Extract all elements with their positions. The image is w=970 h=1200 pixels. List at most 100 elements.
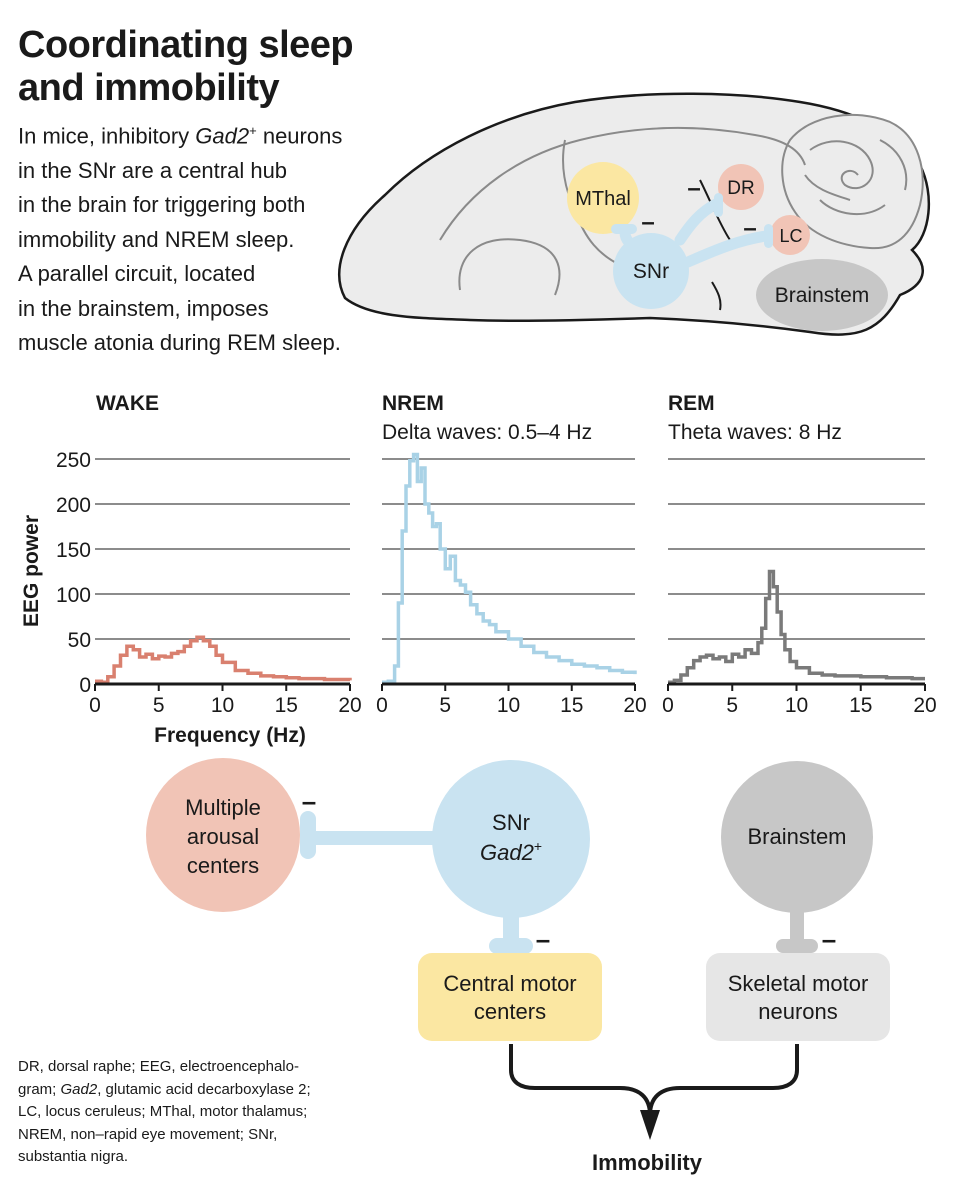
central-motor-centers-box: [418, 953, 602, 1041]
nrem-xtick-label: 5: [439, 694, 451, 717]
immobility-arrow-path: [509, 1044, 799, 1116]
rem-series-line: [668, 569, 925, 684]
circuit-diagram: Multiple arousal centers – SNr Gad2+ Bra…: [146, 758, 890, 1175]
rem-xtick-label: 0: [662, 694, 674, 717]
brain-illustration: Brainstem MThal DR LC SNr – – –: [338, 92, 931, 336]
wake-ytick-label: 200: [56, 494, 91, 517]
skeletal-terminal: [776, 939, 818, 953]
intro-text: In mice, inhibitory Gad2+ neurons in the…: [18, 114, 378, 361]
mthal-terminal: [611, 224, 637, 234]
rem-xtick-label: 15: [849, 694, 872, 717]
cortex-boundary-outer: [439, 127, 806, 241]
central-motor-label-2: centers: [474, 999, 546, 1024]
skeletal-inhibition-sign: –: [822, 924, 836, 954]
arousal-label-2: arousal: [187, 824, 259, 849]
intro-line-5: A parallel circuit, located: [18, 261, 256, 287]
wake-ytick-label: 0: [79, 674, 91, 697]
nrem-xtick-label: 10: [497, 694, 520, 717]
rem-xtick-label: 5: [726, 694, 738, 717]
intro-gene-name: Gad2: [195, 123, 250, 149]
nrem-xtick-label: 15: [560, 694, 583, 717]
snr-gad2-node: [432, 760, 590, 918]
footnote-line-3: LC, locus ceruleus; MThal, motor thalamu…: [18, 1103, 308, 1120]
rem-xtick-label: 10: [785, 694, 808, 717]
arousal-label-3: centers: [187, 853, 259, 878]
wake-ytick-label: 50: [68, 629, 91, 652]
wake-x-axis-label: Frequency (Hz): [154, 724, 306, 747]
wake-xtick-label: 0: [89, 694, 101, 717]
figure-title: Coordinating sleep and immobility: [18, 24, 418, 110]
snr-gad2-gene: Gad2+: [480, 838, 542, 865]
dr-label: DR: [727, 178, 754, 199]
central-terminal: [489, 938, 533, 954]
lc-inhibition-sign: –: [743, 215, 756, 242]
footnote-line-2: gram; Gad2, glutamic acid decarboxylase …: [18, 1079, 378, 1102]
lc-label: LC: [779, 226, 802, 246]
snr-label: SNr: [633, 260, 669, 283]
wake-y-axis-label: EEG power: [20, 515, 43, 627]
wake-xtick-label: 15: [275, 694, 298, 717]
footnote-line-4: NREM, non–rapid eye movement; SNr,: [18, 1125, 278, 1143]
circuit-brainstem-node: [721, 761, 873, 913]
nrem-chart-subtitle: Delta waves: 0.5–4 Hz: [382, 421, 592, 444]
immobility-arrowhead: [640, 1110, 660, 1140]
nrem-xtick-label: 0: [376, 694, 388, 717]
footnote-line-5: substantia nigra.: [18, 1148, 129, 1165]
dr-inhibition-sign: –: [687, 175, 700, 202]
cerebellum-folia: [804, 139, 908, 216]
skeletal-motor-label-2: neurons: [758, 999, 838, 1024]
title-line-1: Coordinating sleep: [18, 24, 354, 66]
footnote-gene-name: Gad2: [60, 1080, 98, 1098]
nrem-chart-title: NREM: [382, 392, 444, 415]
wake-ytick-label: 250: [56, 449, 91, 472]
dr-terminal: [714, 193, 723, 217]
skeletal-motor-neurons-box: [706, 953, 890, 1041]
snr-gene-sup: +: [534, 838, 542, 854]
skeletal-motor-label-1: Skeletal motor: [728, 971, 869, 996]
nrem-series-line: [382, 452, 637, 684]
circuit-brainstem-label: Brainstem: [747, 824, 846, 849]
lc-terminal: [764, 224, 773, 248]
title-line-2: and immobility: [18, 67, 280, 109]
cerebellum: [781, 113, 924, 250]
central-motor-label-1: Central motor: [443, 971, 576, 996]
wake-ytick-label: 100: [56, 584, 91, 607]
intro-line-3: in the brain for triggering both: [18, 192, 306, 218]
footnote-line-2-b: , glutamic acid decarboxylase 2;: [97, 1080, 311, 1098]
intro-line-6: in the brainstem, imposes: [18, 295, 269, 321]
intro-line-2: in the SNr are a central hub: [18, 157, 288, 183]
mthal-node: [567, 162, 639, 234]
wake-xtick-label: 20: [338, 694, 361, 717]
wake-xtick-label: 5: [153, 694, 165, 717]
footnote-line-1: DR, dorsal raphe; EEG, electroencephalo-: [18, 1058, 299, 1075]
arousal-label-1: Multiple: [185, 795, 261, 820]
wake-xtick-label: 10: [211, 694, 234, 717]
central-inhibition-sign: –: [536, 924, 550, 954]
wake-chart-title: WAKE: [96, 392, 159, 415]
rem-chart-title: REM: [668, 392, 715, 415]
nrem-xtick-label: 20: [623, 694, 646, 717]
arousal-terminal: [300, 811, 316, 859]
brainstem-label: Brainstem: [775, 284, 870, 307]
dr-node: [718, 164, 764, 210]
arousal-centers-node: [146, 758, 300, 912]
snr-to-dr-projection: [674, 198, 722, 246]
lc-node: [770, 215, 810, 255]
intro-line-1: In mice, inhibitory Gad2+ neurons: [18, 114, 378, 154]
intro-line-1-b: neurons: [256, 123, 343, 149]
intro-line-4: immobility and NREM sleep.: [18, 226, 295, 252]
snr-node: [613, 233, 689, 309]
snr-gad2-label: SNr: [492, 810, 530, 835]
rem-xtick-label: 20: [913, 694, 936, 717]
mthal-label: MThal: [575, 188, 631, 210]
intro-gene-sup: +: [249, 123, 257, 138]
snr-to-arousal-connection: [312, 831, 442, 845]
footnote-line-2-a: gram;: [18, 1080, 61, 1098]
wake-series-line: [95, 635, 352, 684]
mthal-inhibition-sign: –: [641, 209, 654, 236]
snr-to-lc-projection: [682, 230, 772, 268]
snr-gene-name: Gad2: [480, 840, 534, 865]
brainstem-region: [756, 259, 888, 331]
